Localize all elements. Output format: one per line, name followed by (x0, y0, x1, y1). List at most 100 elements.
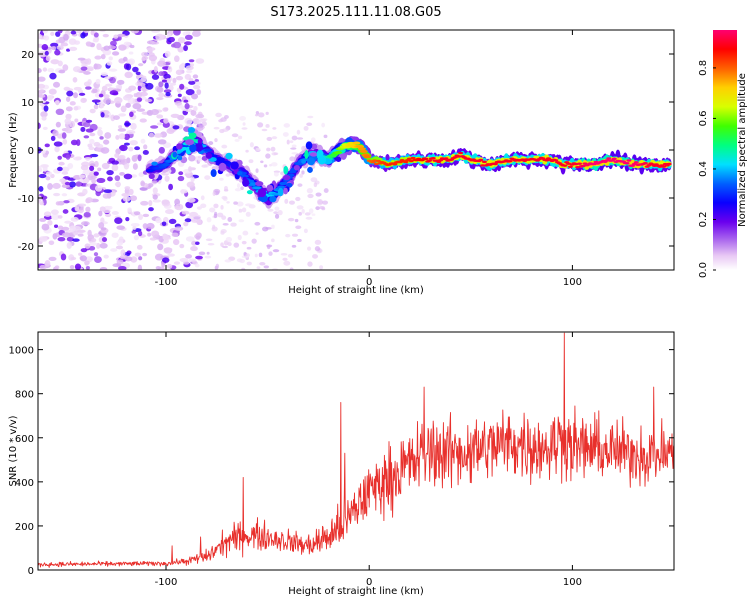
colorbar-tick-label: 0.4 (698, 161, 709, 177)
snr-xtick-label: 100 (563, 577, 582, 588)
spectrogram-cell (241, 240, 247, 245)
spectrogram-cell (146, 222, 155, 230)
spectrogram-cell (128, 51, 134, 55)
spectrogram-cell (116, 225, 125, 230)
spectrogram-cell (43, 105, 49, 112)
spectrogram-cell (64, 181, 71, 186)
spectrogram-cell (196, 89, 202, 95)
spectrogram-cell (123, 142, 130, 146)
spectrogram-cell (118, 236, 124, 243)
spectrogram-cell (242, 178, 250, 187)
spectrogram-cell (213, 213, 218, 219)
spectrogram-cell (55, 201, 61, 206)
spectrogram-cell (323, 134, 328, 139)
spectrogram-cell (242, 122, 246, 126)
spectrogram-cell (193, 105, 198, 112)
spectrogram-cell (257, 188, 267, 198)
spectrogram-cell (145, 82, 154, 90)
spectrogram-cell (266, 244, 271, 250)
spectrogram-cell (99, 104, 104, 109)
spectrogram-cell (69, 265, 75, 270)
spectrogram-cell (186, 69, 193, 74)
spectrogram-cell (184, 41, 192, 46)
spectrogram-cell (220, 228, 227, 234)
spectrogram-cell (92, 88, 98, 94)
figure-title: S173.2025.111.11.08.G05 (270, 5, 441, 20)
spectrogram-cell (291, 135, 298, 141)
spectrogram-cell (297, 238, 302, 243)
spectrogram-cell (135, 71, 141, 76)
spectrogram-cell (293, 164, 300, 171)
spectrogram-cell (283, 165, 289, 175)
spectrogram-cell (89, 165, 95, 172)
spectrogram-cell (73, 156, 82, 161)
spectrogram-cell (258, 252, 263, 258)
spectrogram-cell (118, 125, 123, 129)
spectrogram-ridge-cell (624, 162, 630, 165)
colorbar-tick-label: 0.6 (698, 110, 709, 126)
spectrogram-cell (165, 92, 171, 97)
spectrogram-cell (283, 260, 291, 266)
spectrogram-cell (286, 139, 290, 145)
spectrogram-cell (42, 126, 48, 130)
spectrogram-cell (238, 219, 245, 223)
spectrogram-cell (172, 151, 178, 158)
spectrogram-cell (308, 208, 314, 214)
spectrogram-cell (191, 30, 201, 37)
spectrogram-cell (245, 203, 253, 207)
spectrogram-cell (152, 194, 158, 200)
spectrogram-cell (53, 224, 59, 228)
spectrogram-cell (139, 186, 148, 192)
snr-xtick-label: 0 (366, 577, 372, 588)
spectrogram-cell (283, 187, 288, 195)
spectrogram-cell (177, 155, 183, 161)
spectrogram-cell (241, 127, 248, 130)
spectrogram-cell (85, 206, 91, 213)
spectrogram-cell (187, 127, 196, 134)
spectrogram-cell (103, 45, 111, 51)
spectrogram-cell (179, 258, 189, 263)
spectrogram-ridge-cell (577, 162, 583, 165)
spectrogram-cell (152, 199, 161, 203)
spectrogram-cell (285, 233, 291, 238)
spectrogram-cell (282, 174, 291, 181)
spectrogram-cell (306, 188, 313, 194)
spectrogram-cell (45, 171, 53, 176)
spectrogram-cell (39, 89, 44, 93)
spectrogram-cell (114, 97, 123, 104)
spectrogram-cell (273, 152, 279, 156)
spectrogram-cell (188, 80, 196, 85)
spectrogram-cell (236, 258, 243, 263)
spectrogram-cell (128, 146, 134, 152)
spectrogram-cell (134, 146, 141, 151)
spectrogram-cell (197, 119, 202, 125)
spectrogram-cell (241, 255, 249, 259)
spectrogram-cell (114, 217, 123, 224)
spectrogram-cell (246, 246, 252, 250)
spectrogram-cell (261, 226, 269, 232)
spectrogram-cell (126, 130, 136, 135)
spectrogram-cell (265, 111, 269, 116)
spectrogram-cell (51, 45, 57, 51)
spectrogram-cell (157, 243, 164, 251)
spectrogram-cell (162, 257, 170, 263)
spectrogram-cell (57, 236, 66, 242)
spectrogram-cell (142, 213, 150, 218)
spectrogram-cell (201, 118, 208, 122)
spectrogram-cell (289, 267, 294, 270)
spectrogram-cell (47, 94, 53, 101)
spectrogram-cell (195, 113, 205, 119)
spectrogram-cell (255, 168, 259, 173)
spectrogram-cell (39, 202, 45, 206)
spectrogram-cell (130, 30, 140, 34)
spectrogram-cell (98, 222, 105, 229)
spectrogram-cell (218, 119, 224, 123)
spectrogram-cell (90, 30, 95, 36)
spectrogram-cell (136, 97, 143, 102)
spectrogram-cell (69, 181, 76, 188)
spectrogram-cell (61, 232, 71, 238)
spectrogram-cell (319, 205, 325, 210)
spectrogram-cell (254, 253, 258, 258)
spectrogram-cell (118, 44, 127, 51)
